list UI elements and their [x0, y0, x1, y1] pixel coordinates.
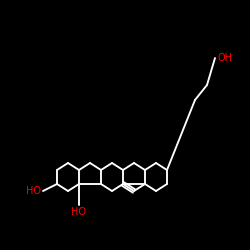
Text: HO: HO	[26, 186, 41, 196]
Text: OH: OH	[217, 53, 232, 63]
Text: HO: HO	[72, 207, 86, 217]
